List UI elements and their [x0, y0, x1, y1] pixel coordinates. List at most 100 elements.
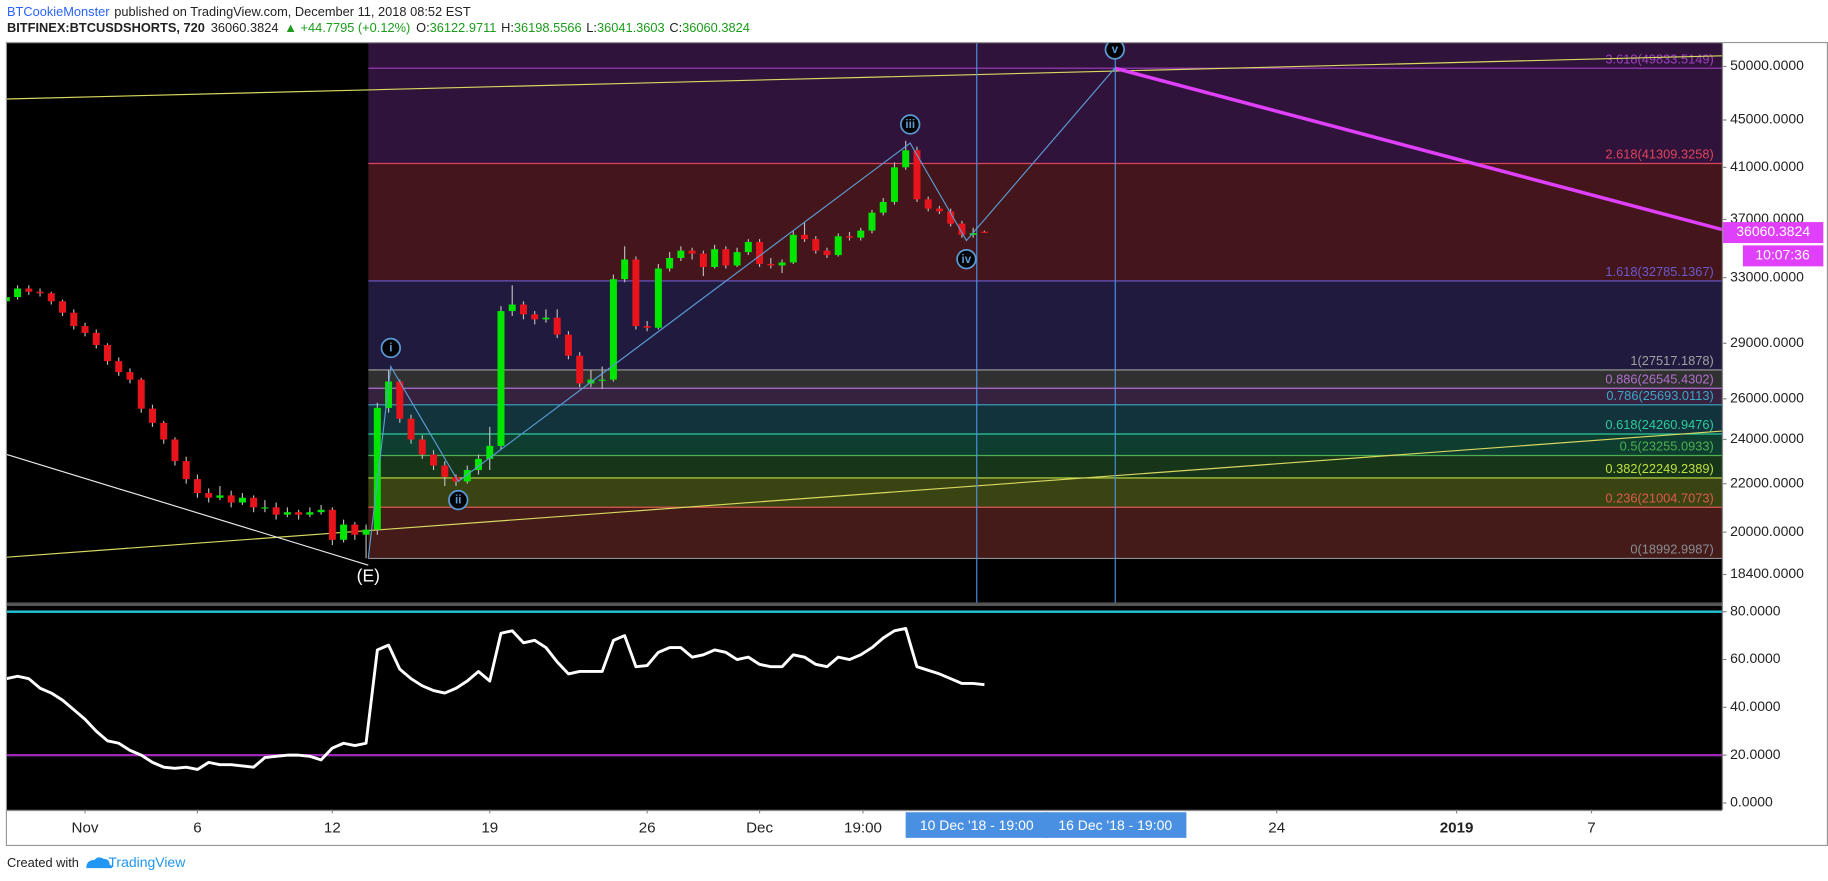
fib-label: 0.382(22249.2389) [1605, 461, 1713, 476]
footer-created: Created with [7, 855, 79, 870]
candle-body [205, 493, 213, 498]
main-panel [6, 43, 1722, 603]
x-tick-label: 2019 [1440, 820, 1474, 837]
symbol-line: BITFINEX:BTCUSDSHORTS, 720 36060.3824 ▲ +4… [7, 21, 750, 36]
y-tick-label: 0.0000 [1730, 794, 1773, 810]
author[interactable]: BTCookieMonster [7, 4, 110, 19]
candle-body [104, 345, 111, 362]
y-tick-label: 26000.0000 [1730, 389, 1804, 405]
last-price-label: 36060.3824 [1736, 223, 1810, 239]
rsi-plot [6, 610, 1722, 771]
candle-body [677, 250, 685, 258]
crosshair-label: 10 Dec '18 - 19:00 [920, 817, 1034, 833]
candle-body [654, 268, 662, 328]
candle-body [722, 249, 730, 266]
change: ▲ +44.7795 (+0.12%) [284, 21, 410, 36]
candle-body [137, 379, 145, 409]
candle-body [598, 379, 606, 381]
candle-body [744, 241, 752, 253]
fib-label: 0.5(23255.0933) [1620, 439, 1714, 454]
fib-label: 0.886(26545.4302) [1605, 371, 1713, 386]
candle-body [621, 259, 629, 280]
candle-body [216, 495, 224, 498]
candle-body [823, 250, 831, 256]
wave-label: (E) [357, 566, 380, 586]
candle-body [70, 312, 78, 327]
last-price-bg [1723, 222, 1824, 244]
y-tick-label: 60.0000 [1730, 650, 1781, 666]
wave-marker [380, 337, 402, 359]
frame [5, 41, 1828, 847]
candle-body [812, 239, 820, 251]
y-tick-label: 24000.0000 [1730, 430, 1804, 446]
candle-body [463, 470, 471, 482]
candle-body [576, 355, 584, 384]
x-tick-label: 12 [324, 820, 341, 837]
candle-body [25, 288, 33, 292]
candle-body [47, 293, 55, 302]
y-tick-label: 20.0000 [1730, 746, 1781, 762]
crosshair-label: 16 Dec '18 - 19:00 [1058, 817, 1172, 833]
candle-body [711, 249, 719, 267]
candle-body [385, 381, 393, 408]
candle-body [92, 332, 100, 346]
x-tick-label: 19:00 [844, 820, 882, 837]
candle-body [846, 236, 853, 238]
wave-label: i [389, 342, 392, 355]
fib-band [368, 507, 1722, 559]
candle-body [182, 461, 190, 480]
x-tick-label: 24 [1268, 820, 1285, 837]
candle-body [553, 317, 561, 335]
candle-body [340, 524, 348, 540]
fib-label: 0.786(25693.0113) [1606, 388, 1713, 403]
candle-body [497, 311, 505, 446]
candle-body [643, 326, 651, 328]
candle-body [890, 167, 898, 202]
footer-brand[interactable]: TradingView [108, 854, 186, 870]
brand-logo [86, 857, 113, 869]
candle-body [396, 381, 404, 419]
candle-body [59, 301, 67, 313]
candle-body [508, 304, 516, 312]
symbol: BITFINEX:BTCUSDSHORTS, 720 [7, 21, 205, 36]
x-tick-label: Nov [72, 820, 99, 837]
fib-label: 1(27517.1878) [1630, 353, 1713, 368]
fib-band [368, 43, 1722, 69]
candle-body [272, 507, 280, 515]
countdown-label: 10:07:36 [1755, 247, 1810, 263]
crosshair-label-bg [905, 812, 1048, 838]
candle-body [913, 150, 921, 200]
wave-line [367, 67, 1116, 559]
wave-marker [900, 114, 921, 135]
price: 36060.3824 [211, 21, 279, 36]
candle-body [733, 252, 741, 266]
ohlc-value: 36041.3603 [597, 21, 665, 36]
candle-body [238, 497, 246, 503]
wave-marker [1104, 43, 1126, 60]
candle-body [227, 495, 235, 503]
candle-body [666, 257, 674, 269]
trend-line [1114, 66, 1722, 232]
candle-body [306, 512, 314, 515]
crosshair-label-bg [1044, 812, 1187, 838]
candle-body [250, 497, 258, 508]
candle-body [81, 326, 89, 333]
candle-body [980, 231, 988, 233]
y-tick-label: 20000.0000 [1730, 523, 1804, 539]
y-tick-label: 45000.0000 [1730, 111, 1804, 127]
countdown-bg [1742, 245, 1824, 267]
wave-marker [956, 248, 977, 270]
candle-body [857, 230, 865, 238]
candle-body [171, 439, 179, 462]
candle-body [756, 241, 764, 264]
y-tick-label: 50000.0000 [1730, 57, 1804, 73]
candle-body [902, 150, 910, 168]
candle-body [958, 223, 966, 235]
ohlc-label: L: [586, 21, 597, 36]
candle-body [160, 422, 168, 440]
candle-body [632, 259, 640, 327]
wave-label: iii [905, 118, 915, 131]
candle-body [115, 361, 123, 373]
published: published on TradingView.com, December 1… [114, 4, 471, 19]
